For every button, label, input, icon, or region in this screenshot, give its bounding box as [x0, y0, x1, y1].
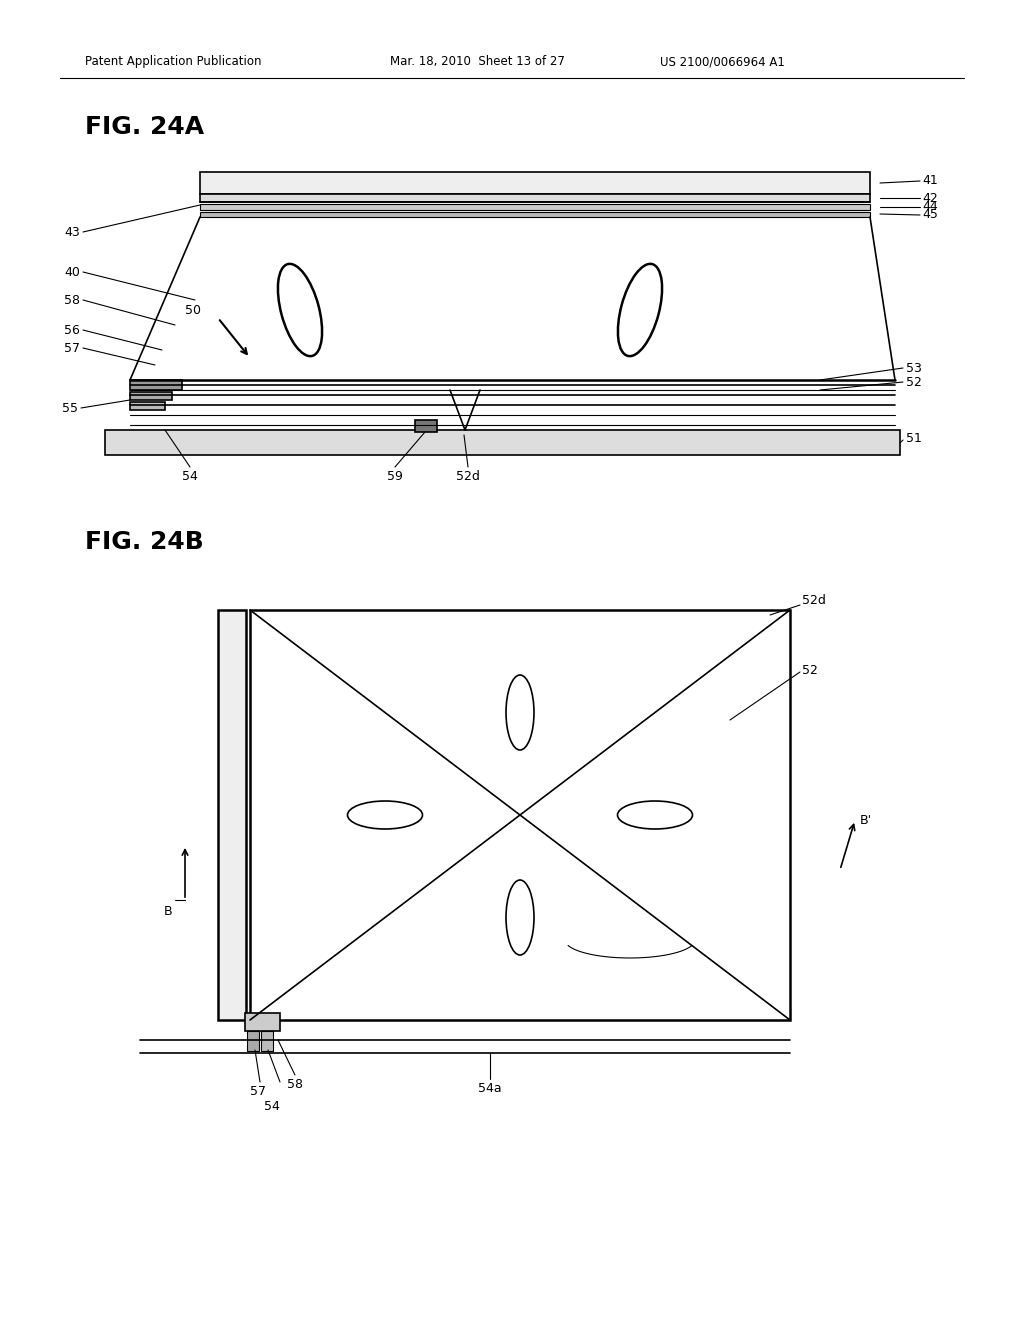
- Text: B: B: [164, 906, 172, 917]
- Text: 56: 56: [65, 323, 80, 337]
- Text: 57: 57: [250, 1085, 266, 1098]
- Bar: [200, 172, 870, 194]
- Text: 50: 50: [185, 304, 201, 317]
- Bar: [130, 392, 172, 400]
- Bar: [200, 205, 870, 210]
- Text: 52d: 52d: [456, 470, 480, 483]
- Text: 52: 52: [906, 375, 922, 388]
- Text: 54a: 54a: [478, 1082, 502, 1096]
- Bar: [200, 194, 870, 202]
- Text: 45: 45: [922, 209, 938, 222]
- Text: Patent Application Publication: Patent Application Publication: [85, 55, 261, 69]
- Bar: [200, 213, 870, 216]
- Bar: [130, 403, 165, 411]
- Text: 58: 58: [63, 293, 80, 306]
- Text: FIG. 24A: FIG. 24A: [85, 115, 204, 139]
- Bar: [218, 610, 246, 1020]
- Bar: [130, 380, 182, 389]
- Text: US 2100/0066964 A1: US 2100/0066964 A1: [660, 55, 784, 69]
- Text: 55: 55: [62, 401, 78, 414]
- Bar: [245, 1012, 280, 1031]
- Text: 54: 54: [264, 1100, 280, 1113]
- Text: 51: 51: [906, 432, 922, 445]
- Text: 43: 43: [65, 226, 80, 239]
- Text: B': B': [860, 813, 872, 826]
- Text: 59: 59: [387, 470, 402, 483]
- Text: FIG. 24B: FIG. 24B: [85, 531, 204, 554]
- Text: 44: 44: [922, 201, 938, 214]
- Text: 53: 53: [906, 362, 922, 375]
- Text: 52: 52: [802, 664, 818, 676]
- Text: 54: 54: [182, 470, 198, 483]
- Text: 58: 58: [287, 1078, 303, 1092]
- Bar: [105, 430, 900, 455]
- Text: 52d: 52d: [802, 594, 826, 606]
- Text: 41: 41: [922, 174, 938, 187]
- Bar: [261, 1031, 273, 1051]
- Bar: [415, 420, 437, 432]
- Text: Mar. 18, 2010  Sheet 13 of 27: Mar. 18, 2010 Sheet 13 of 27: [390, 55, 565, 69]
- Text: 40: 40: [65, 265, 80, 279]
- Text: 57: 57: [63, 342, 80, 355]
- Text: 42: 42: [922, 191, 938, 205]
- Bar: [250, 610, 790, 1020]
- Bar: [247, 1031, 259, 1051]
